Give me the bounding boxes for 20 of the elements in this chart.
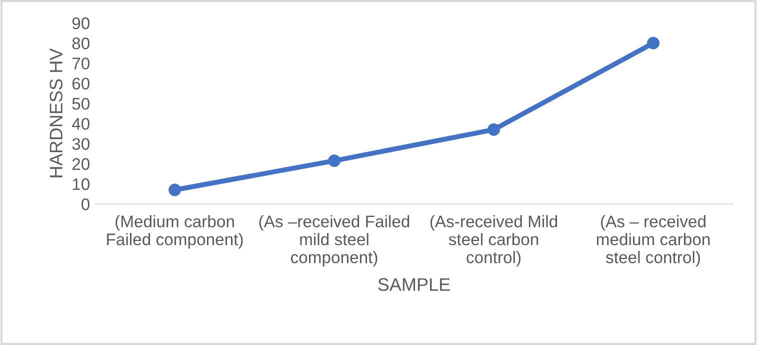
point [647,36,660,50]
y-tick-label: 30 [72,138,90,150]
x-axis-title: SAMPLE [378,278,450,291]
y-tick-label: 50 [72,98,90,110]
x-tick-label: (As –received Failed mild steel component) [259,215,410,267]
y-tick-label: 10 [72,178,90,190]
y-tick-label: 0 [82,198,90,210]
x-tick-label: (Medium carbon Failed component) [107,215,243,249]
y-tick-label: 70 [72,58,90,70]
y-tick-label: 90 [72,17,90,30]
y-axis-title: HARDNESS HV [50,48,62,178]
y-tick-label: 60 [72,78,90,90]
y-tick-label: 20 [72,158,90,170]
y-tick-label: 80 [72,38,90,50]
point [488,123,500,136]
x-tick-label: (As-received Mild steel carbon control) [430,215,558,267]
x-tick-label: (As – received medium carbon steel control) [596,215,710,267]
point [328,154,340,168]
point [168,184,181,196]
y-tick-label: 40 [72,118,90,130]
